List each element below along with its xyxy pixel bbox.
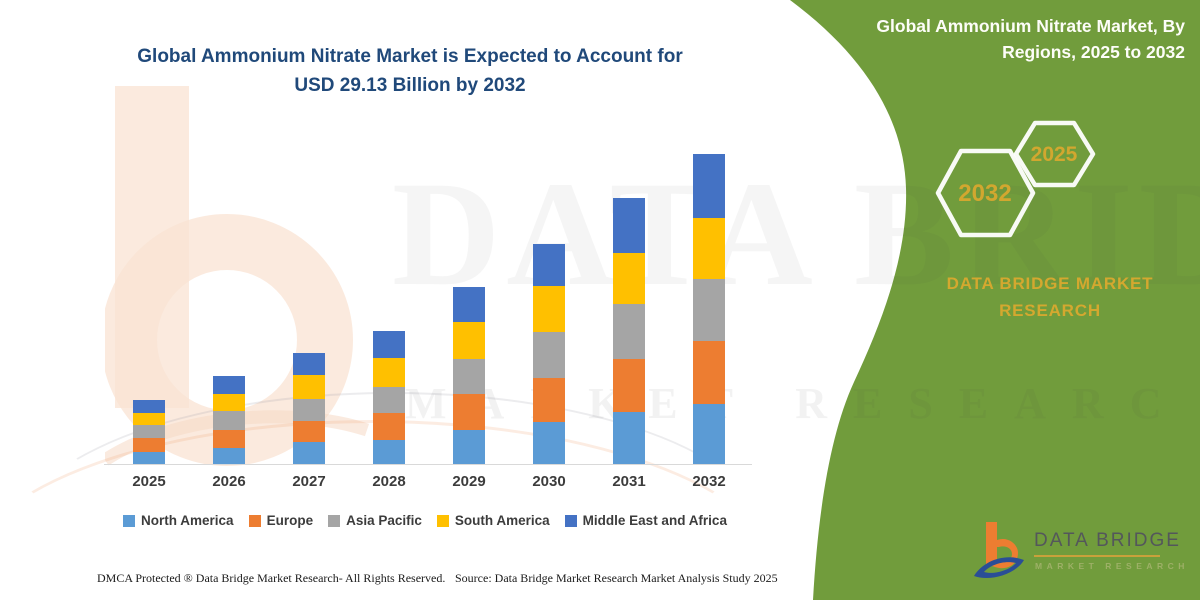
legend-item-europe: Europe bbox=[248, 513, 314, 528]
legend-label: North America bbox=[141, 513, 234, 528]
stacked-bar-2027 bbox=[293, 353, 325, 464]
bar-segment-2028-middle-east-and-africa bbox=[373, 331, 405, 358]
stacked-bar-2025 bbox=[133, 400, 165, 464]
chart-title: Global Ammonium Nitrate Market is Expect… bbox=[105, 42, 715, 101]
bar-segment-2030-middle-east-and-africa bbox=[533, 244, 565, 286]
bar-segment-2032-north-america bbox=[693, 404, 725, 464]
year-hexagons: 2032 2025 bbox=[935, 120, 1096, 238]
bar-segment-2027-asia-pacific bbox=[293, 399, 325, 421]
bar-segment-2025-middle-east-and-africa bbox=[133, 400, 165, 413]
bar-segment-2032-europe bbox=[693, 341, 725, 404]
bar-segment-2029-europe bbox=[453, 394, 485, 430]
legend-label: Asia Pacific bbox=[346, 513, 422, 528]
footer-dmca-text: DMCA Protected ® Data Bridge Market Rese… bbox=[97, 571, 446, 585]
bar-segment-2025-south-america bbox=[133, 413, 165, 425]
x-axis-label-2031: 2031 bbox=[612, 473, 646, 490]
bar-segment-2031-asia-pacific bbox=[613, 304, 645, 359]
x-axis-label-2032: 2032 bbox=[692, 473, 726, 490]
bar-segment-2031-south-america bbox=[613, 253, 645, 304]
x-axis-label-2026: 2026 bbox=[212, 473, 246, 490]
bar-segment-2025-europe bbox=[133, 438, 165, 452]
legend-swatch bbox=[248, 514, 261, 527]
brand-text: DATA BRIDGE MARKET RESEARCH bbox=[946, 274, 1154, 321]
bar-segment-2030-asia-pacific bbox=[533, 332, 565, 378]
stacked-bar-2029 bbox=[453, 287, 485, 464]
data-bridge-logo: DATA BRIDGE MARKET RESEARCH bbox=[972, 518, 1190, 590]
bar-segment-2029-asia-pacific bbox=[453, 359, 485, 394]
bar-segment-2026-middle-east-and-africa bbox=[213, 376, 245, 394]
hexagon-2032-label: 2032 bbox=[958, 180, 1011, 207]
legend-swatch bbox=[564, 514, 577, 527]
stacked-bar-2032 bbox=[693, 154, 725, 464]
side-panel-title: Global Ammonium Nitrate Market, By Regio… bbox=[876, 16, 1185, 63]
bar-segment-2029-north-america bbox=[453, 430, 485, 464]
chart-title-line2: USD 29.13 Billion by 2032 bbox=[294, 75, 526, 97]
stacked-bar-2026 bbox=[213, 376, 245, 464]
footer-source-text: Source: Data Bridge Market Research Mark… bbox=[455, 571, 778, 585]
bar-segment-2031-middle-east-and-africa bbox=[613, 198, 645, 253]
bar-chart-plot bbox=[108, 140, 750, 464]
bar-segment-2027-south-america bbox=[293, 375, 325, 399]
stacked-bar-2031 bbox=[613, 198, 645, 464]
bar-segment-2027-middle-east-and-africa bbox=[293, 353, 325, 375]
legend-item-asia-pacific: Asia Pacific bbox=[328, 513, 422, 528]
x-axis-line bbox=[104, 464, 752, 465]
bar-segment-2028-south-america bbox=[373, 358, 405, 387]
bar-segment-2026-north-america bbox=[213, 448, 245, 464]
stacked-bar-2030 bbox=[533, 244, 565, 464]
chart-title-line1: Global Ammonium Nitrate Market is Expect… bbox=[137, 46, 683, 67]
legend-item-north-america: North America bbox=[123, 513, 234, 528]
x-axis-labels: 2025 2026 2027 2028 2029 2030 2031 2032 bbox=[109, 473, 749, 490]
legend-label: Middle East and Africa bbox=[582, 513, 727, 528]
bar-segment-2031-north-america bbox=[613, 412, 645, 464]
bar-segment-2030-europe bbox=[533, 378, 565, 422]
legend-swatch bbox=[328, 514, 341, 527]
bar-segment-2029-middle-east-and-africa bbox=[453, 287, 485, 322]
bar-segment-2032-asia-pacific bbox=[693, 279, 725, 341]
bar-segment-2028-europe bbox=[373, 413, 405, 440]
x-axis-label-2030: 2030 bbox=[532, 473, 566, 490]
logo-underline bbox=[1034, 555, 1160, 557]
hexagon-2025-outline bbox=[1013, 120, 1096, 188]
x-axis-label-2025: 2025 bbox=[132, 473, 166, 490]
hexagon-2025-label: 2025 bbox=[1031, 143, 1078, 166]
legend-item-middle-east-and-africa: Middle East and Africa bbox=[564, 513, 727, 528]
bar-segment-2030-north-america bbox=[533, 422, 565, 464]
bar-segment-2032-middle-east-and-africa bbox=[693, 154, 725, 218]
legend-label: Europe bbox=[266, 513, 314, 528]
legend-swatch bbox=[436, 514, 449, 527]
logo-title: DATA BRIDGE bbox=[1034, 530, 1181, 551]
legend-item-south-america: South America bbox=[436, 513, 550, 528]
bar-segment-2025-asia-pacific bbox=[133, 425, 165, 438]
bar-segment-2031-europe bbox=[613, 359, 645, 412]
x-axis-label-2027: 2027 bbox=[292, 473, 326, 490]
bar-segment-2026-south-america bbox=[213, 394, 245, 411]
bar-segment-2028-asia-pacific bbox=[373, 387, 405, 413]
bar-segment-2027-north-america bbox=[293, 442, 325, 464]
logo-subtitle: MARKET RESEARCH bbox=[1035, 561, 1189, 571]
bar-segment-2025-north-america bbox=[133, 452, 165, 464]
watermark-big-text: DATA BRIDGE bbox=[392, 151, 1200, 317]
data-bridge-logo-icon bbox=[974, 522, 1024, 579]
bar-segment-2026-europe bbox=[213, 430, 245, 448]
legend-label: South America bbox=[454, 513, 550, 528]
stacked-bar-2028 bbox=[373, 331, 405, 464]
bar-segment-2028-north-america bbox=[373, 440, 405, 464]
x-axis-label-2028: 2028 bbox=[372, 473, 406, 490]
bar-segment-2029-south-america bbox=[453, 322, 485, 359]
bar-segment-2030-south-america bbox=[533, 286, 565, 332]
bar-segment-2026-asia-pacific bbox=[213, 411, 245, 430]
legend-swatch bbox=[123, 514, 136, 527]
chart-legend: North America Europe Asia Pacific South Ame… bbox=[60, 513, 790, 528]
x-axis-label-2029: 2029 bbox=[452, 473, 486, 490]
bar-segment-2032-south-america bbox=[693, 218, 725, 279]
bar-segment-2027-europe bbox=[293, 421, 325, 442]
hexagon-2032-outline bbox=[935, 148, 1036, 238]
